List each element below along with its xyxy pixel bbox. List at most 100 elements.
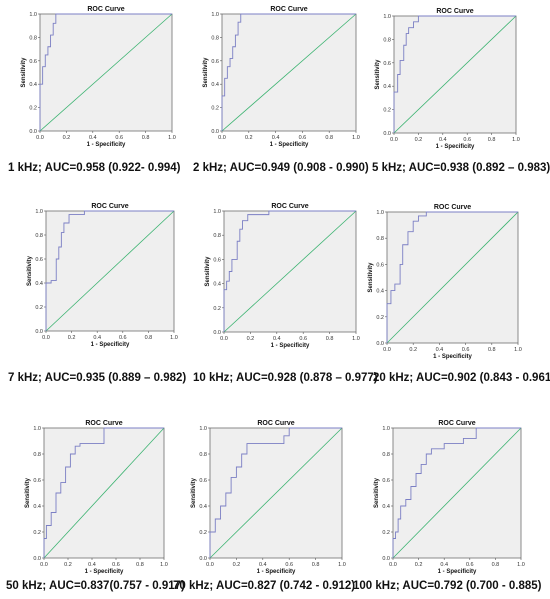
x-tick-label: 1.0 [170, 335, 178, 341]
x-tick-label: 0.2 [68, 335, 76, 341]
y-tick-label: 0.6 [35, 257, 43, 263]
x-axis-label: 1 - Specificity [257, 569, 296, 575]
x-tick-label: 0.4 [93, 335, 101, 341]
roc-curve [386, 211, 518, 343]
x-tick-label: 0.8 [312, 562, 320, 568]
x-tick-label: 0.0 [390, 137, 398, 143]
y-tick-label: 1.0 [199, 426, 207, 432]
y-tick-label: 1.0 [382, 426, 390, 432]
chart-title: ROC Curve [87, 6, 124, 13]
y-axis-label: Sensitivity [27, 255, 33, 286]
y-tick-label: 0.0 [213, 330, 221, 336]
x-tick-label: 1.0 [352, 336, 360, 342]
y-tick-label: 0.0 [382, 556, 390, 562]
y-axis-label: Sensitivity [374, 477, 380, 508]
x-tick-label: 0.2 [409, 347, 417, 353]
x-tick-label: 1.0 [338, 562, 346, 568]
roc-curve [392, 427, 521, 558]
x-tick-label: 0.8 [145, 335, 153, 341]
x-axis-label: 1 - Specificity [85, 569, 124, 575]
x-tick-label: 0.6 [299, 336, 307, 342]
x-tick-label: 0.4 [436, 347, 444, 353]
chart-title: ROC Curve [91, 203, 128, 210]
y-axis-label: Sensitivity [205, 256, 211, 287]
y-tick-label: 0.0 [211, 129, 219, 135]
y-tick-label: 1.0 [213, 209, 221, 215]
y-tick-label: 0.2 [383, 108, 391, 114]
x-tick-label: 0.2 [415, 562, 423, 568]
y-axis-label: Sensitivity [191, 477, 197, 508]
roc-curve [209, 427, 342, 558]
x-tick-label: 0.6 [466, 562, 474, 568]
x-tick-label: 0.6 [299, 135, 307, 141]
x-tick-label: 0.6 [112, 562, 120, 568]
x-tick-label: 0.0 [218, 135, 226, 141]
x-tick-label: 0.0 [42, 335, 50, 341]
y-tick-label: 0.8 [383, 37, 391, 43]
roc-curve [43, 427, 164, 558]
y-tick-label: 0.4 [211, 82, 219, 88]
y-tick-label: 0.2 [211, 106, 219, 112]
auc-caption: 50 kHz; AUC=0.837(0.757 - 0.917) [6, 580, 185, 592]
y-tick-label: 0.6 [29, 59, 37, 65]
x-tick-label: 1.0 [160, 562, 168, 568]
x-tick-label: 0.2 [233, 562, 241, 568]
x-tick-label: 0.0 [206, 562, 214, 568]
y-axis-label: Sensitivity [21, 57, 27, 88]
x-tick-label: 0.4 [89, 135, 97, 141]
y-tick-label: 1.0 [383, 14, 391, 20]
y-tick-label: 1.0 [211, 12, 219, 18]
x-axis-label: 1 - Specificity [436, 144, 475, 150]
y-tick-label: 0.2 [33, 530, 41, 536]
x-tick-label: 0.6 [115, 135, 123, 141]
x-tick-label: 0.8 [136, 562, 144, 568]
reference-line [392, 427, 522, 559]
x-tick-label: 1.0 [514, 347, 522, 353]
x-tick-label: 0.2 [245, 135, 253, 141]
y-tick-label: 0.2 [213, 306, 221, 312]
y-tick-label: 1.0 [35, 209, 43, 215]
y-tick-label: 0.6 [33, 478, 41, 484]
x-tick-label: 0.6 [462, 347, 470, 353]
y-tick-label: 0.6 [213, 257, 221, 263]
x-tick-label: 1.0 [168, 135, 176, 141]
x-tick-label: 0.0 [40, 562, 48, 568]
x-tick-label: 1.0 [517, 562, 525, 568]
y-axis-label: Sensitivity [203, 57, 209, 88]
x-tick-label: 0.8 [142, 135, 150, 141]
x-axis-label: 1 - Specificity [433, 354, 472, 360]
reference-line [43, 427, 165, 559]
y-tick-label: 0.0 [35, 329, 43, 335]
auc-caption: 70 kHz; AUC=0.827 (0.742 - 0.912) [173, 580, 356, 592]
x-tick-label: 0.8 [488, 137, 496, 143]
chart-title: ROC Curve [436, 8, 473, 15]
y-tick-label: 0.8 [211, 35, 219, 41]
y-tick-label: 1.0 [29, 12, 37, 18]
y-tick-label: 0.4 [383, 84, 391, 90]
x-tick-label: 0.6 [463, 137, 471, 143]
x-tick-label: 0.8 [492, 562, 500, 568]
x-axis-label: 1 - Specificity [91, 342, 130, 348]
reference-line [223, 210, 357, 333]
x-tick-label: 0.4 [440, 562, 448, 568]
chart-title: ROC Curve [434, 204, 471, 211]
x-tick-label: 1.0 [352, 135, 360, 141]
y-tick-label: 0.4 [29, 82, 37, 88]
roc-curve [223, 210, 356, 332]
x-axis-label: 1 - Specificity [87, 142, 126, 148]
x-tick-label: 0.8 [488, 347, 496, 353]
y-tick-label: 0.8 [29, 35, 37, 41]
y-tick-label: 1.0 [376, 210, 384, 216]
x-axis-label: 1 - Specificity [270, 142, 309, 148]
y-axis-label: Sensitivity [368, 262, 374, 293]
y-tick-label: 0.0 [383, 131, 391, 137]
y-tick-label: 0.4 [35, 281, 43, 287]
reference-line [45, 210, 175, 332]
y-tick-label: 0.4 [199, 504, 207, 510]
y-tick-label: 0.8 [382, 452, 390, 458]
x-tick-label: 0.4 [259, 562, 267, 568]
